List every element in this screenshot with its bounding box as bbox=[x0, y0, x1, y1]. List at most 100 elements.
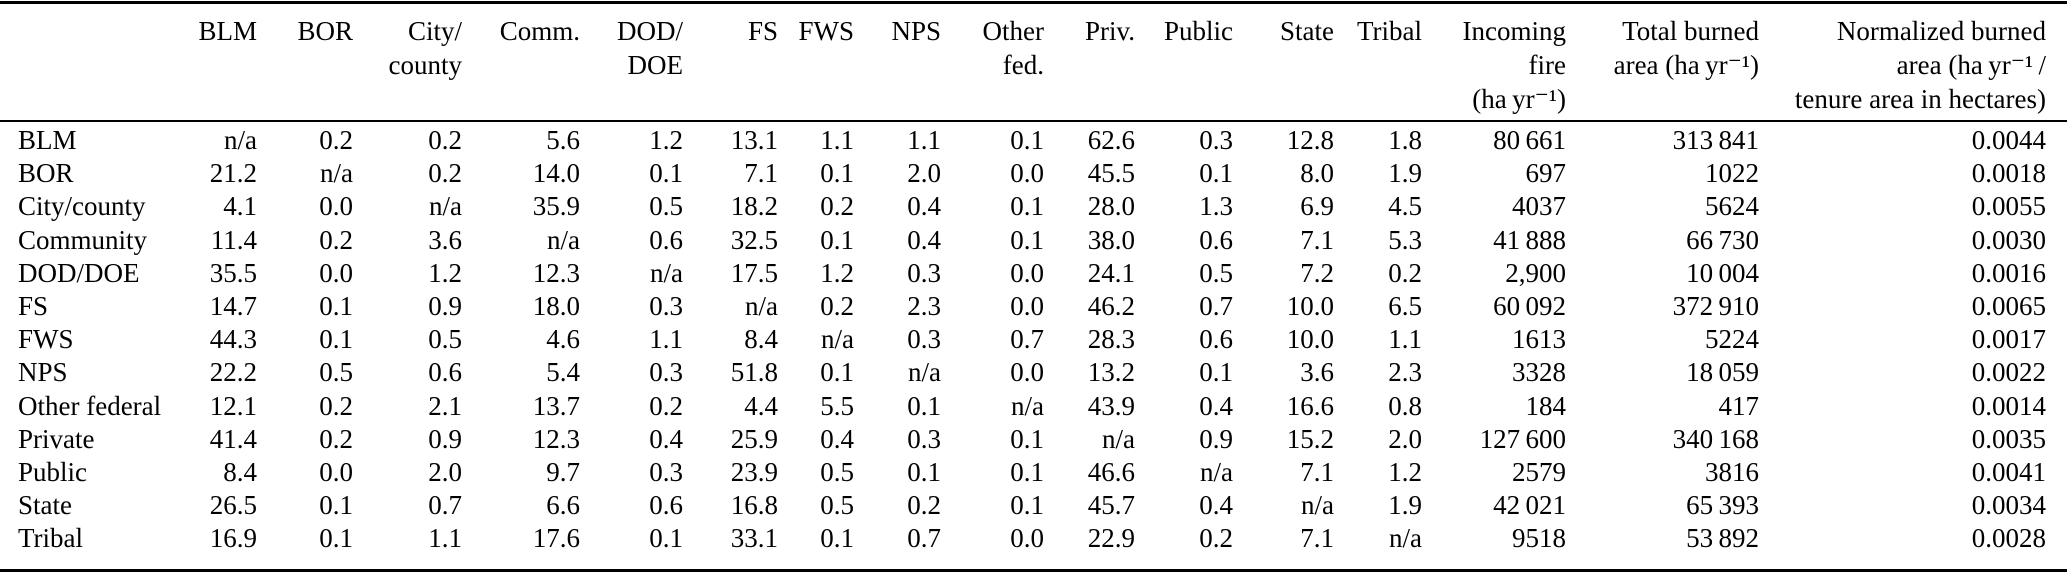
table-row: DOD/DOE 35.5 0.0 1.2 12.3 n/a 17.5 1.2 0… bbox=[0, 257, 2067, 290]
table-row: FS 14.7 0.1 0.9 18.0 0.3 n/a 0.2 2.3 0.0… bbox=[0, 290, 2067, 323]
table-cell-comm: 9.7 bbox=[546, 457, 580, 488]
table-cell-total-burned: 340 168 bbox=[1672, 423, 1759, 454]
table-body: BLM n/a 0.2 0.2 5.6 1.2 13.1 1.1 1.1 0.1… bbox=[0, 121, 2067, 556]
table-cell-comm: 6.6 bbox=[546, 490, 580, 521]
column-header: Comm. bbox=[462, 4, 580, 122]
table-cell-nps: 0.1 bbox=[907, 457, 941, 488]
table-cell-normalized-burned: 0.0065 bbox=[1971, 291, 2046, 322]
table-cell-total-burned: 417 bbox=[1718, 390, 1760, 421]
table-cell-dod-doe: 0.6 bbox=[649, 490, 683, 521]
table-cell-public: n/a bbox=[1200, 457, 1233, 488]
table-cell-dod-doe: n/a bbox=[650, 257, 683, 288]
table-cell-priv: 45.7 bbox=[1087, 490, 1135, 521]
table-cell-other-fed: 0.1 bbox=[1010, 423, 1044, 454]
table-cell-other-fed: 0.0 bbox=[1010, 158, 1044, 189]
table-cell-comm: 4.6 bbox=[546, 324, 580, 355]
table-cell-total-burned: 10 004 bbox=[1686, 257, 1759, 288]
table-cell-priv: 28.3 bbox=[1087, 324, 1135, 355]
table-cell-city-county: 1.2 bbox=[428, 257, 462, 288]
table-cell-total-burned: 1022 bbox=[1705, 158, 1759, 189]
table-cell-bor: 0.0 bbox=[319, 257, 353, 288]
table-cell-bor: 0.1 bbox=[319, 291, 353, 322]
table-cell-fs: 51.8 bbox=[730, 357, 778, 388]
table-cell-city-county: 0.6 bbox=[428, 357, 462, 388]
table-cell-bor: 0.5 bbox=[319, 357, 353, 388]
table-cell-fws: 0.5 bbox=[820, 490, 854, 521]
table-cell-nps: 0.4 bbox=[907, 191, 941, 222]
table-cell-tribal: 1.9 bbox=[1388, 490, 1422, 521]
table-cell-bor: 0.1 bbox=[319, 523, 353, 554]
column-header: Tribal bbox=[1334, 4, 1422, 122]
table-cell-dod-doe: 0.1 bbox=[649, 158, 683, 189]
table-cell-normalized-burned: 0.0016 bbox=[1971, 257, 2046, 288]
table-cell-public: 0.4 bbox=[1199, 390, 1233, 421]
table-cell-blm: 14.7 bbox=[209, 291, 257, 322]
table-cell-blm: 4.1 bbox=[223, 191, 257, 222]
table-cell-fws: 0.1 bbox=[820, 523, 854, 554]
table-cell-bor: n/a bbox=[320, 158, 353, 189]
table-cell-dod-doe: 0.5 bbox=[649, 191, 683, 222]
table-cell-other-fed: 0.0 bbox=[1010, 291, 1044, 322]
row-header: City/county bbox=[18, 191, 146, 222]
table-cell-total-burned: 53 892 bbox=[1686, 523, 1759, 554]
table-cell-blm: 44.3 bbox=[209, 324, 257, 355]
table-cell-city-county: n/a bbox=[429, 191, 462, 222]
table-cell-state: 10.0 bbox=[1286, 291, 1334, 322]
table-cell-dod-doe: 1.2 bbox=[649, 125, 683, 155]
column-header: Other fed. bbox=[941, 4, 1044, 122]
table-cell-fs: 17.5 bbox=[730, 257, 778, 288]
table-cell-normalized-burned: 0.0014 bbox=[1971, 390, 2046, 421]
table-cell-dod-doe: 0.1 bbox=[649, 523, 683, 554]
table-cell-tribal: 2.3 bbox=[1388, 357, 1422, 388]
table-cell-normalized-burned: 0.0030 bbox=[1971, 224, 2046, 255]
table-cell-state: n/a bbox=[1301, 490, 1334, 521]
table-row: FWS 44.3 0.1 0.5 4.6 1.1 8.4 n/a 0.3 0.7… bbox=[0, 323, 2067, 356]
table-cell-incoming-fire: 184 bbox=[1525, 390, 1567, 421]
row-header: Other federal bbox=[18, 390, 162, 421]
table-row: Private 41.4 0.2 0.9 12.3 0.4 25.9 0.4 0… bbox=[0, 423, 2067, 456]
table-cell-bor: 0.1 bbox=[319, 324, 353, 355]
table-cell-priv: 38.0 bbox=[1087, 224, 1135, 255]
table-cell-priv: 43.9 bbox=[1087, 390, 1135, 421]
row-header: Public bbox=[18, 457, 88, 488]
table-cell-dod-doe: 0.3 bbox=[649, 357, 683, 388]
table-cell-blm: 22.2 bbox=[209, 357, 257, 388]
table-cell-total-burned: 66 730 bbox=[1686, 224, 1759, 255]
table-cell-dod-doe: 0.2 bbox=[649, 390, 683, 421]
table-cell-nps: 0.4 bbox=[907, 224, 941, 255]
row-header: State bbox=[18, 490, 72, 521]
table-cell-blm: 11.4 bbox=[210, 224, 257, 255]
table-cell-normalized-burned: 0.0035 bbox=[1971, 423, 2046, 454]
table-cell-tribal: 1.1 bbox=[1388, 324, 1422, 355]
table-cell-city-county: 1.1 bbox=[428, 523, 462, 554]
table-cell-tribal: 0.8 bbox=[1388, 390, 1422, 421]
column-header: BLM bbox=[160, 4, 257, 122]
table-cell-fws: 0.2 bbox=[820, 291, 854, 322]
table-cell-comm: 5.6 bbox=[546, 125, 580, 155]
table-cell-blm: 12.1 bbox=[209, 390, 257, 421]
table-cell-other-fed: 0.1 bbox=[1010, 191, 1044, 222]
table-row: BOR 21.2 n/a 0.2 14.0 0.1 7.1 0.1 2.0 0.… bbox=[0, 157, 2067, 190]
column-header: Normalized burned area (ha yr⁻¹ / tenure… bbox=[1759, 4, 2067, 122]
column-header: Public bbox=[1135, 4, 1233, 122]
table-cell-comm: 18.0 bbox=[532, 291, 580, 322]
table-cell-public: 0.1 bbox=[1199, 357, 1233, 388]
table-cell-city-county: 2.0 bbox=[428, 457, 462, 488]
row-header: BLM bbox=[18, 125, 77, 155]
table-cell-comm: 17.6 bbox=[532, 523, 580, 554]
table-cell-public: 0.1 bbox=[1199, 158, 1233, 189]
table-cell-state: 12.8 bbox=[1286, 125, 1334, 155]
table-cell-state: 7.1 bbox=[1300, 457, 1334, 488]
table-cell-blm: 16.9 bbox=[209, 523, 257, 554]
table-row: Tribal 16.9 0.1 1.1 17.6 0.1 33.1 0.1 0.… bbox=[0, 522, 2067, 555]
table-cell-priv: 28.0 bbox=[1087, 191, 1135, 222]
table-cell-state: 15.2 bbox=[1286, 423, 1334, 454]
table-cell-state: 6.9 bbox=[1300, 191, 1334, 222]
table-cell-nps: 0.1 bbox=[907, 390, 941, 421]
table-cell-priv: 46.6 bbox=[1087, 457, 1135, 488]
table-cell-fs: 4.4 bbox=[744, 390, 778, 421]
table-cell-fs: 13.1 bbox=[730, 125, 778, 155]
table-row: City/county 4.1 0.0 n/a 35.9 0.5 18.2 0.… bbox=[0, 190, 2067, 223]
table-cell-nps: 0.7 bbox=[907, 523, 941, 554]
table-cell-other-fed: 0.1 bbox=[1010, 457, 1044, 488]
